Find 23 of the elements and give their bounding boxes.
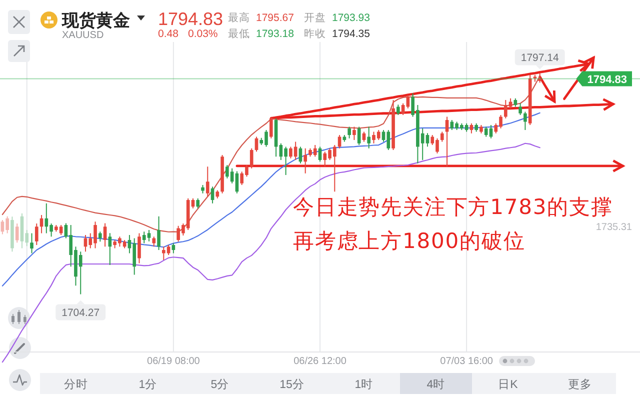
chart-title: 现货黄金 bbox=[61, 11, 130, 30]
text: 1793.93 bbox=[332, 12, 370, 24]
x-tick-label: 06/19 08:00 bbox=[147, 356, 200, 367]
text: 0.03% bbox=[188, 28, 218, 40]
text: 1793.18 bbox=[256, 28, 294, 40]
annotation: 1735.31 bbox=[596, 222, 632, 233]
annotation: 1704.27 bbox=[62, 306, 100, 319]
text: 最高 bbox=[228, 11, 250, 24]
annotation: 1797.14 bbox=[520, 52, 559, 64]
ref-line-label: 1794.83 bbox=[587, 74, 627, 86]
annotation: 再考虑上方1800的破位 bbox=[293, 229, 526, 253]
text: 1795.67 bbox=[256, 12, 294, 24]
text: 0.48 bbox=[158, 28, 179, 40]
chart-subtitle: XAUUSD bbox=[62, 30, 104, 41]
text: 1794.35 bbox=[332, 28, 370, 40]
x-tick-label: 07/03 16:00 bbox=[440, 356, 494, 367]
text: 1794.83 bbox=[158, 9, 224, 29]
annotation: 今日走势先关注下方1783的支撑 bbox=[293, 195, 613, 219]
x-tick-label: 06/26 12:00 bbox=[294, 356, 347, 367]
text: 最低 bbox=[228, 28, 250, 40]
text: 开盘 bbox=[304, 12, 326, 24]
candlestick bbox=[367, 126, 371, 148]
text: 昨收 bbox=[304, 28, 326, 40]
